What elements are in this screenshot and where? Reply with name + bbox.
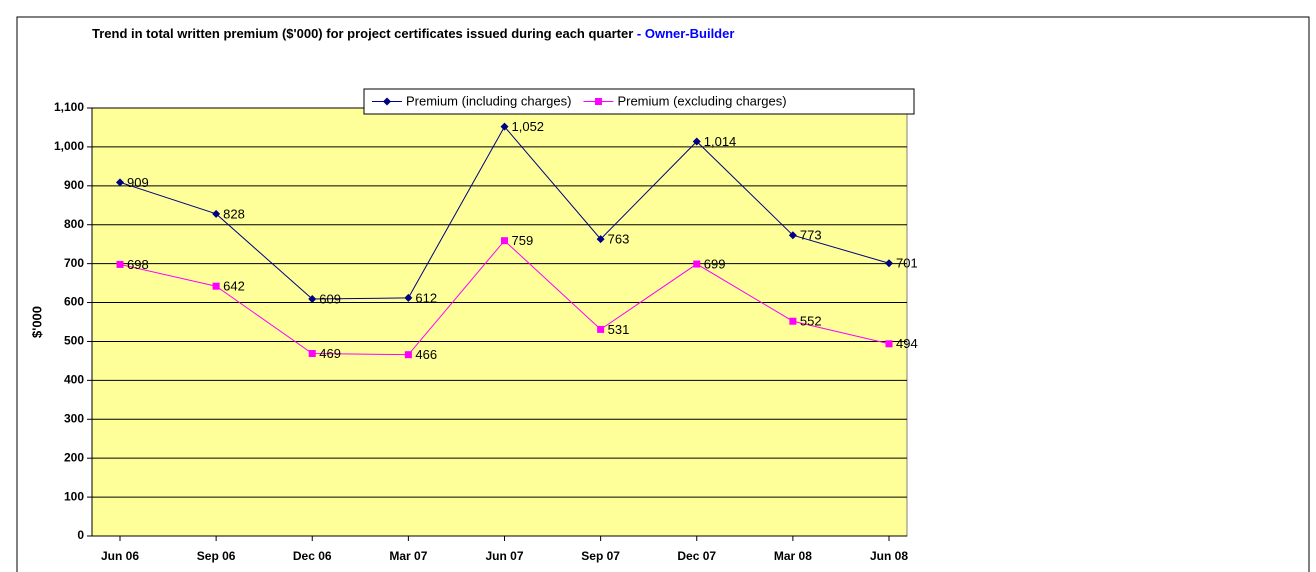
y-tick-label: 900 xyxy=(64,178,84,192)
data-label: 609 xyxy=(319,291,341,306)
data-label: 1,014 xyxy=(704,134,737,149)
marker xyxy=(212,209,221,218)
x-tick-label: Sep 06 xyxy=(197,549,236,563)
y-tick-label: 300 xyxy=(64,411,84,425)
marker xyxy=(597,325,605,333)
x-tick-label: Jun 08 xyxy=(870,549,908,563)
legend-label: Premium (including charges) xyxy=(406,93,571,108)
data-label: 763 xyxy=(608,232,630,247)
y-tick-label: 400 xyxy=(64,373,84,387)
data-label: 699 xyxy=(704,256,726,271)
chart-title: Trend in total written premium ($'000) f… xyxy=(92,26,734,41)
y-tick-label: 500 xyxy=(64,334,84,348)
y-tick-label: 800 xyxy=(64,217,84,231)
marker xyxy=(693,260,701,268)
legend-box xyxy=(363,88,915,115)
legend-marker xyxy=(383,97,391,106)
y-tick-label: 0 xyxy=(77,528,84,542)
y-axis-label: $'000 xyxy=(29,306,44,338)
marker xyxy=(788,231,797,240)
marker xyxy=(501,237,508,245)
y-tick-label: 700 xyxy=(64,256,84,270)
title-main: Trend in total written premium ($'000) f… xyxy=(92,26,633,41)
x-tick-label: Mar 08 xyxy=(774,549,812,563)
y-tick-label: 100 xyxy=(64,489,84,503)
data-label: 494 xyxy=(896,336,918,351)
legend: Premium (including charges) Premium (excl… xyxy=(363,88,915,115)
data-label: 612 xyxy=(415,290,437,305)
data-label: 531 xyxy=(608,322,630,337)
marker xyxy=(404,293,413,302)
plot-area xyxy=(91,107,908,537)
x-tick-label: Dec 06 xyxy=(293,549,332,563)
marker xyxy=(596,235,605,244)
data-label: 828 xyxy=(223,206,245,221)
marker xyxy=(885,259,893,268)
data-label: 642 xyxy=(223,279,245,294)
marker xyxy=(404,351,412,359)
data-label: 466 xyxy=(415,347,437,362)
y-tick-label: 1,000 xyxy=(54,139,84,153)
x-tick-label: Mar 07 xyxy=(389,549,427,563)
marker xyxy=(500,122,509,131)
marker xyxy=(212,282,220,290)
y-tick-label: 600 xyxy=(64,295,84,309)
marker xyxy=(885,340,893,348)
data-label: 701 xyxy=(896,256,918,271)
legend-marker xyxy=(594,98,602,105)
x-tick-label: Jun 07 xyxy=(485,549,523,563)
y-tick-label: 200 xyxy=(64,450,84,464)
data-label: 773 xyxy=(800,228,822,243)
marker xyxy=(308,350,316,358)
x-tick-label: Jun 06 xyxy=(101,549,139,563)
marker xyxy=(308,295,317,304)
y-tick-label: 1,100 xyxy=(54,100,84,114)
data-label: 552 xyxy=(800,314,822,329)
marker xyxy=(116,260,124,268)
data-label: 909 xyxy=(127,175,149,190)
x-tick-label: Dec 07 xyxy=(677,549,716,563)
x-tick-label: Sep 07 xyxy=(581,549,620,563)
data-label: 698 xyxy=(127,257,149,272)
marker xyxy=(116,178,124,187)
marker xyxy=(789,317,797,325)
data-label: 469 xyxy=(319,346,341,361)
legend-label: Premium (excluding charges) xyxy=(617,93,786,108)
title-suffix: - Owner-Builder xyxy=(637,26,735,41)
marker xyxy=(692,137,701,146)
data-label: 1,052 xyxy=(512,119,545,134)
data-label: 759 xyxy=(512,233,534,248)
